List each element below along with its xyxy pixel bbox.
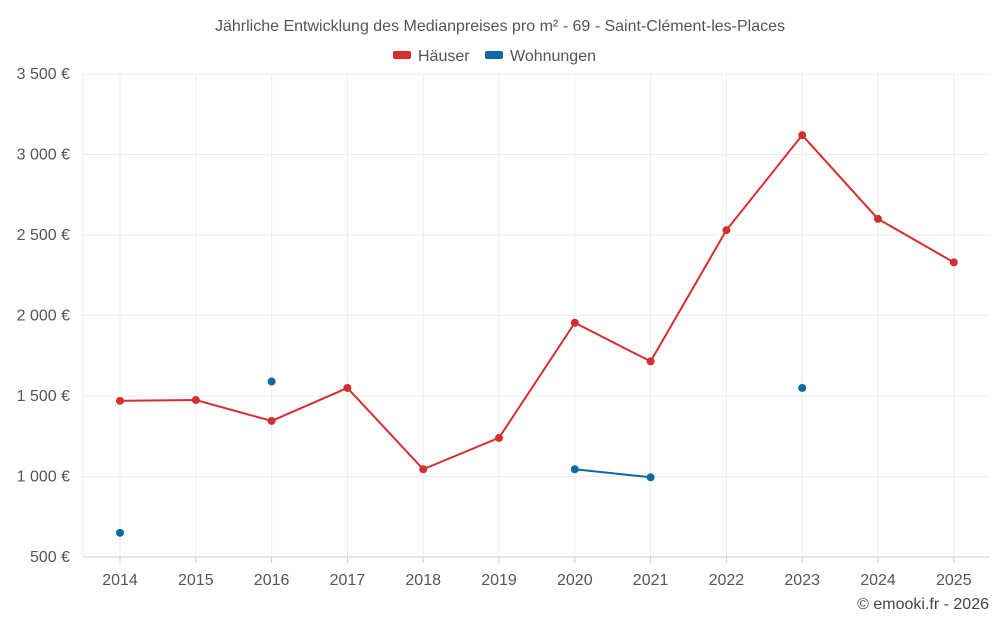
data-point-wohnungen[interactable] bbox=[798, 383, 807, 392]
x-tick-label: 2022 bbox=[709, 572, 745, 589]
chart-title: Jährliche Entwicklung des Medianpreises … bbox=[215, 18, 785, 35]
data-point-haeuser[interactable] bbox=[874, 214, 882, 223]
y-tick-label: 2 500 € bbox=[17, 227, 70, 244]
data-point-haeuser[interactable] bbox=[343, 383, 352, 392]
y-tick-label: 1 000 € bbox=[17, 469, 70, 486]
legend: Häuser Wohnungen bbox=[393, 48, 596, 65]
data-point-haeuser[interactable] bbox=[722, 226, 731, 235]
x-tick-label: 2019 bbox=[481, 572, 517, 589]
y-tick-label: 1 500 € bbox=[17, 388, 70, 405]
x-tick-label: 2018 bbox=[405, 572, 441, 589]
x-tick-label: 2021 bbox=[633, 572, 669, 589]
y-tick-label: 500 € bbox=[30, 549, 70, 566]
grid bbox=[82, 73, 990, 558]
x-tick-label: 2020 bbox=[557, 572, 593, 589]
data-point-haeuser[interactable] bbox=[798, 131, 807, 140]
legend-swatch-wohnungen bbox=[485, 51, 503, 59]
data-point-haeuser[interactable] bbox=[419, 465, 428, 474]
legend-swatch-haeuser bbox=[393, 51, 411, 59]
data-point-haeuser[interactable] bbox=[949, 258, 958, 267]
x-tick-label: 2025 bbox=[936, 572, 972, 589]
series-wohnungen bbox=[116, 377, 807, 537]
data-point-wohnungen[interactable] bbox=[646, 473, 655, 482]
series-haeuser bbox=[116, 131, 958, 474]
x-tick-label: 2023 bbox=[784, 572, 820, 589]
data-point-wohnungen[interactable] bbox=[116, 528, 124, 537]
y-tick-label: 3 000 € bbox=[17, 147, 70, 164]
legend-label-wohnungen: Wohnungen bbox=[510, 48, 596, 65]
x-tick-label: 2017 bbox=[330, 572, 366, 589]
data-point-haeuser[interactable] bbox=[267, 416, 276, 425]
x-tick-label: 2015 bbox=[178, 572, 214, 589]
x-tick-label: 2014 bbox=[102, 572, 138, 589]
data-point-wohnungen[interactable] bbox=[267, 377, 276, 386]
x-tick-label: 2016 bbox=[254, 572, 290, 589]
series-line-haeuser bbox=[119, 134, 955, 471]
data-point-haeuser[interactable] bbox=[570, 318, 579, 327]
series bbox=[116, 131, 958, 537]
legend-label-haeuser: Häuser bbox=[418, 48, 470, 65]
legend-item-haeuser[interactable]: Häuser bbox=[393, 48, 470, 65]
x-tick-label: 2024 bbox=[860, 572, 896, 589]
data-point-haeuser[interactable] bbox=[116, 396, 124, 405]
data-point-haeuser[interactable] bbox=[495, 433, 503, 442]
axes: 500 € 1 000 € 1 500 € 2 000 € 2 500 € 3 000 €… bbox=[17, 66, 990, 589]
data-point-haeuser[interactable] bbox=[191, 396, 200, 405]
data-point-haeuser[interactable] bbox=[646, 357, 655, 366]
y-tick-label: 2 000 € bbox=[17, 308, 70, 325]
data-point-wohnungen[interactable] bbox=[570, 465, 579, 474]
series-line-wohnungen bbox=[574, 468, 651, 479]
legend-item-wohnungen[interactable]: Wohnungen bbox=[485, 48, 596, 65]
credit-text: © emooki.fr - 2026 bbox=[857, 596, 989, 613]
y-tick-label: 3 500 € bbox=[17, 66, 70, 83]
